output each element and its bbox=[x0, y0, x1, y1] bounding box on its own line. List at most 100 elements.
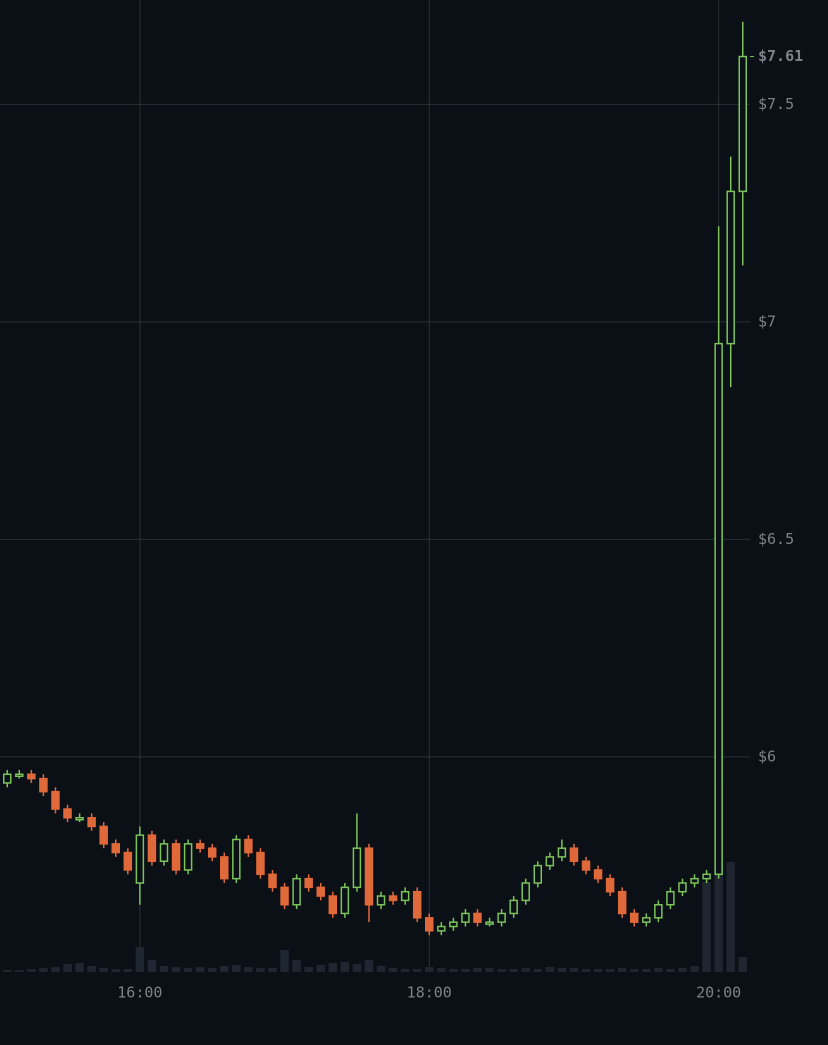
volume-bar bbox=[183, 968, 193, 972]
candle-body bbox=[268, 873, 277, 889]
candle-body bbox=[63, 808, 72, 819]
candle-body bbox=[376, 895, 386, 906]
x-tick-label: 20:00 bbox=[696, 984, 741, 1002]
volume-bar bbox=[473, 968, 482, 972]
candle-body bbox=[666, 890, 675, 906]
volume-bar bbox=[51, 967, 60, 972]
candle-body bbox=[171, 843, 181, 871]
volume-bar bbox=[340, 962, 350, 972]
candle-body bbox=[425, 917, 434, 932]
volume-bar bbox=[702, 882, 711, 972]
candle-body bbox=[485, 921, 494, 925]
volume-bar bbox=[630, 969, 639, 972]
candle-body bbox=[27, 773, 36, 780]
candle-body bbox=[316, 886, 325, 897]
volume-bar bbox=[449, 969, 458, 972]
candle-body bbox=[123, 851, 133, 871]
volume-bar bbox=[87, 966, 96, 972]
volume-bar bbox=[15, 970, 24, 972]
volume-bar bbox=[642, 969, 651, 972]
volume-bar bbox=[292, 960, 301, 972]
x-tick-label: 16:00 bbox=[117, 984, 162, 1002]
volume-bar bbox=[244, 967, 253, 972]
volume-bar bbox=[400, 969, 410, 972]
volume-bar bbox=[376, 966, 386, 972]
volume-bar bbox=[425, 967, 434, 972]
candle-body bbox=[183, 843, 193, 871]
volume-bar bbox=[280, 950, 289, 972]
candle-body bbox=[75, 817, 84, 821]
candle-body bbox=[280, 886, 289, 906]
candle-body bbox=[521, 882, 530, 902]
candle-body bbox=[51, 790, 60, 810]
candle-body bbox=[159, 843, 169, 863]
candle-body bbox=[437, 925, 446, 932]
volume-bar bbox=[388, 968, 398, 972]
volume-bar bbox=[39, 968, 48, 972]
y-tick-label: $6 bbox=[758, 747, 776, 765]
candle-body bbox=[449, 921, 458, 928]
volume-bar bbox=[726, 862, 735, 972]
volume-bar bbox=[497, 969, 506, 972]
volume-bar bbox=[195, 967, 205, 972]
candle-body bbox=[39, 777, 48, 793]
volume-bar bbox=[159, 966, 169, 972]
volume-bar bbox=[738, 957, 747, 972]
volume-bar bbox=[207, 968, 217, 972]
volume-bar bbox=[437, 968, 446, 972]
candle-body bbox=[87, 817, 96, 828]
candle-body bbox=[400, 890, 410, 902]
candle-body bbox=[714, 342, 723, 876]
volume-bar bbox=[690, 966, 699, 972]
candle-body bbox=[304, 877, 313, 889]
candle-body bbox=[292, 877, 301, 906]
candle-body bbox=[629, 912, 639, 923]
volume-bar bbox=[75, 963, 84, 972]
candle-body bbox=[533, 864, 543, 884]
volume-bar bbox=[593, 969, 603, 972]
candle-body bbox=[99, 825, 108, 845]
candle-body bbox=[605, 877, 615, 893]
candle-body bbox=[617, 890, 627, 915]
volume-bar bbox=[99, 968, 108, 972]
volume-bar bbox=[521, 968, 530, 972]
volume-bar bbox=[232, 965, 241, 972]
y-tick-label: $7 bbox=[758, 312, 776, 330]
y-tick-label: $7.5 bbox=[758, 95, 794, 113]
candle-body bbox=[726, 190, 735, 345]
candle-body bbox=[702, 873, 711, 880]
volume-bar bbox=[27, 969, 36, 972]
volume-bar bbox=[135, 947, 145, 972]
candle-body bbox=[15, 773, 24, 778]
candle-body bbox=[244, 838, 253, 854]
volume-bar bbox=[557, 968, 567, 972]
candle-body bbox=[545, 856, 555, 867]
candle-body bbox=[412, 890, 422, 919]
candle-body bbox=[364, 847, 374, 906]
candle-body bbox=[473, 912, 482, 923]
candle-body bbox=[220, 856, 229, 880]
volume-bar bbox=[617, 968, 627, 972]
candle-body bbox=[642, 917, 651, 923]
volume-bar bbox=[569, 968, 579, 972]
volume-bar bbox=[678, 968, 687, 972]
candle-body bbox=[509, 899, 518, 915]
volume-bar bbox=[123, 969, 133, 972]
candle-body bbox=[195, 843, 205, 849]
candle-body bbox=[352, 847, 362, 889]
candle-body bbox=[328, 895, 338, 915]
volume-bar bbox=[316, 965, 325, 972]
volume-bar bbox=[220, 966, 229, 972]
candle-body bbox=[388, 895, 398, 902]
volume-bar bbox=[545, 967, 555, 972]
candle-body bbox=[593, 869, 603, 880]
volume-bar bbox=[461, 969, 470, 972]
volume-bar bbox=[533, 969, 543, 972]
volume-bar bbox=[666, 969, 675, 972]
candle-body bbox=[147, 834, 157, 863]
candle-body bbox=[557, 847, 567, 858]
volume-bar bbox=[268, 968, 277, 972]
volume-bar bbox=[171, 967, 181, 972]
candle-body bbox=[569, 847, 579, 863]
